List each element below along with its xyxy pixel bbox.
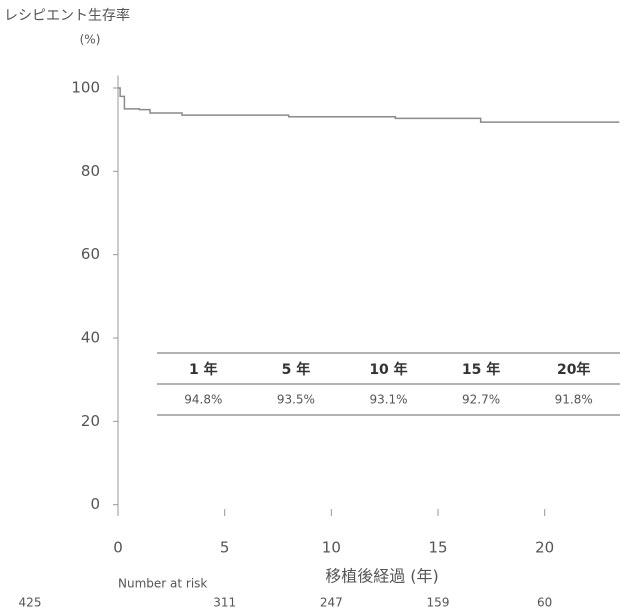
y-tick-label: 40: [81, 329, 100, 347]
risk-value: 247: [320, 596, 343, 610]
x-tick-label: 10: [322, 539, 341, 557]
risk-value: 311: [213, 596, 236, 610]
y-axis-unit: (%): [80, 33, 101, 47]
y-tick-label: 0: [90, 495, 100, 513]
table-cell: 92.7%: [462, 393, 500, 407]
risk-value: 159: [427, 596, 450, 610]
table-cell: 93.5%: [277, 393, 315, 407]
risk-label: Number at risk: [118, 577, 207, 591]
x-tick-label: 0: [113, 539, 123, 557]
risk-value: 60: [537, 596, 552, 610]
table-cell: 91.8%: [555, 393, 593, 407]
y-tick-label: 100: [71, 79, 100, 97]
x-tick-label: 5: [220, 539, 230, 557]
risk-value: 425: [19, 596, 42, 610]
table-header: 5 年: [282, 361, 311, 378]
table-header: 20年: [557, 361, 590, 378]
y-axis-label: レシピエント生存率: [4, 7, 130, 24]
y-tick-label: 80: [81, 162, 100, 180]
table-header: 1 年: [189, 361, 218, 378]
y-tick-label: 60: [81, 245, 100, 263]
y-tick-label: 20: [81, 412, 100, 430]
x-tick-label: 15: [428, 539, 447, 557]
x-tick-label: 20: [535, 539, 554, 557]
survival-curve: [118, 87, 620, 123]
table-cell: 94.8%: [184, 393, 222, 407]
table-cell: 93.1%: [369, 393, 407, 407]
table-header: 15 年: [462, 361, 500, 378]
x-axis-label: 移植後経過 (年): [325, 567, 439, 586]
table-header: 10 年: [369, 361, 407, 378]
